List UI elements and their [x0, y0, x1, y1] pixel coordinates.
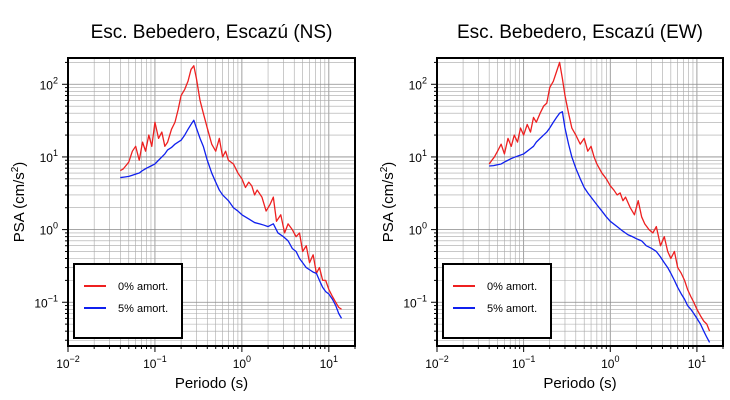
y-tick-label: 100: [40, 221, 58, 238]
y-axis-label: PSA (cm/s2): [379, 162, 397, 243]
y-tick-label: 102: [40, 75, 58, 92]
plot-frame: [67, 57, 356, 347]
y-tick-label: 10−1: [34, 293, 58, 310]
x-tick-label: 10−1: [512, 354, 536, 371]
chart-title: Esc. Bebedero, Escazú (NS): [91, 22, 333, 43]
legend-box: [442, 263, 552, 339]
legend: 0% amort. 5% amort.: [442, 263, 552, 339]
chart-panel-2: 10−2 10−1 100 101 10−1 100 101 102 Esc. Bebedero…: [379, 22, 724, 392]
chart-title: Esc. Bebedero, Escazú (EW): [457, 22, 703, 43]
x-tick-label: 10−2: [425, 354, 449, 371]
legend: 0% amort. 5% amort.: [73, 263, 183, 339]
x-tick-label: 100: [601, 354, 619, 371]
legend-label-0pct: 0% amort.: [487, 281, 537, 293]
legend-box: [73, 263, 183, 339]
series-line-5pct-damping: [489, 111, 711, 343]
x-tick-label: 10−2: [56, 354, 80, 371]
plot-frame: [436, 57, 724, 347]
x-axis-label: Periodo (s): [543, 375, 616, 392]
y-tick-label: 100: [409, 221, 427, 238]
x-tick-label: 101: [320, 354, 338, 371]
series-line-0pct-damping: [488, 61, 711, 332]
legend-label-5pct: 5% amort.: [118, 303, 168, 315]
x-tick-label: 101: [688, 354, 706, 371]
series-line-5pct-damping: [120, 119, 343, 319]
x-tick-label: 100: [233, 354, 251, 371]
y-axis-label: PSA (cm/s2): [10, 162, 28, 243]
x-axis-label: Periodo (s): [175, 375, 248, 392]
series-line-0pct-damping: [120, 65, 342, 310]
chart-panel-1: 10−2 10−1 100 101 10−1 100 101 102 Esc. Bebedero…: [10, 22, 356, 392]
y-tick-label: 101: [40, 148, 58, 165]
legend-label-0pct: 0% amort.: [118, 281, 168, 293]
y-tick-label: 101: [409, 148, 427, 165]
legend-label-5pct: 5% amort.: [487, 303, 537, 315]
y-tick-label: 10−1: [403, 293, 427, 310]
y-tick-label: 102: [409, 75, 427, 92]
x-tick-label: 10−1: [143, 354, 167, 371]
